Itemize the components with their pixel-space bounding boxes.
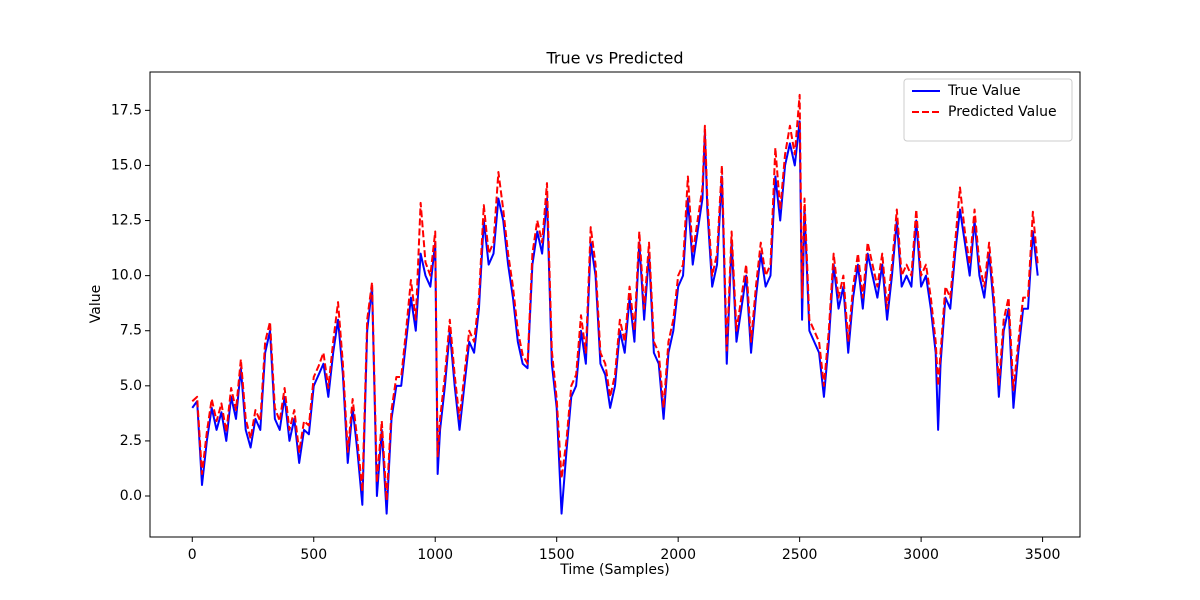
x-axis-label: Time (Samples) <box>559 562 669 578</box>
x-tick-label: 1000 <box>417 547 453 563</box>
x-tick-label: 2500 <box>782 547 818 563</box>
y-tick-label: 2.5 <box>120 433 142 449</box>
x-tick-label: 1500 <box>539 547 575 563</box>
chart-title: True vs Predicted <box>545 49 683 68</box>
legend: True Value Predicted Value <box>903 78 1073 142</box>
y-tick-label: 5.0 <box>120 378 142 394</box>
y-axis-label: Value <box>88 285 104 323</box>
x-tick-label: 2000 <box>660 547 696 563</box>
legend-box <box>903 78 1073 142</box>
y-tick-label: 10.0 <box>111 268 142 284</box>
y-tick-label: 7.5 <box>120 323 142 339</box>
legend-label: Predicted Value <box>948 104 1057 120</box>
y-tick-label: 0.0 <box>120 488 142 504</box>
data-line <box>191 93 1039 502</box>
plot-frame <box>149 71 1081 538</box>
x-tick-label: 3000 <box>903 547 939 563</box>
y-tick-label: 17.5 <box>111 102 142 118</box>
y-tick-label: 15.0 <box>111 157 142 173</box>
y-tick-label: 12.5 <box>111 213 142 229</box>
x-tick-label: 3500 <box>1025 547 1061 563</box>
legend-label: True Value <box>947 83 1021 99</box>
x-tick-label: 500 <box>300 547 327 563</box>
x-tick-label: 0 <box>188 547 197 563</box>
